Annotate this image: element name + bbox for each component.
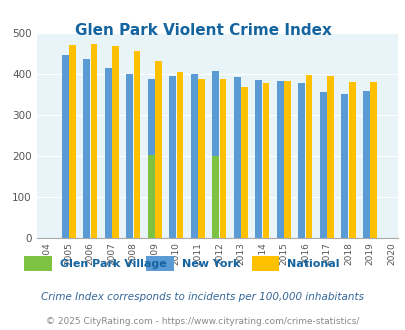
Bar <box>83 59 90 238</box>
Bar <box>284 81 290 238</box>
Text: Crime Index corresponds to incidents per 100,000 inhabitants: Crime Index corresponds to incidents per… <box>41 292 364 302</box>
Bar <box>133 50 140 238</box>
Bar <box>262 83 269 238</box>
Bar <box>147 79 154 238</box>
Bar <box>326 76 333 238</box>
Bar <box>341 94 347 238</box>
Bar <box>155 61 162 238</box>
Bar <box>369 82 376 238</box>
Bar <box>62 55 68 238</box>
Text: Glen Park Village: Glen Park Village <box>60 259 166 269</box>
Bar <box>112 46 119 238</box>
Bar <box>276 81 283 238</box>
Bar <box>319 91 326 238</box>
Bar <box>212 156 219 238</box>
Text: Glen Park Violent Crime Index: Glen Park Violent Crime Index <box>75 23 330 38</box>
Bar <box>126 74 133 238</box>
Bar <box>169 76 176 238</box>
Bar <box>104 68 111 238</box>
Bar <box>69 45 76 238</box>
Bar <box>198 79 205 238</box>
Bar <box>176 72 183 238</box>
Bar <box>241 87 247 238</box>
Bar <box>219 79 226 238</box>
Bar <box>147 154 154 238</box>
Bar <box>212 71 219 238</box>
Text: National: National <box>287 259 339 269</box>
Bar <box>233 77 240 238</box>
Bar <box>90 44 97 238</box>
Bar <box>348 82 355 238</box>
Text: New York: New York <box>181 259 239 269</box>
Bar <box>298 83 305 238</box>
Bar <box>190 74 197 238</box>
Text: © 2025 CityRating.com - https://www.cityrating.com/crime-statistics/: © 2025 CityRating.com - https://www.city… <box>46 317 359 326</box>
Bar <box>362 91 369 238</box>
Bar <box>255 80 262 238</box>
Bar <box>305 75 312 238</box>
